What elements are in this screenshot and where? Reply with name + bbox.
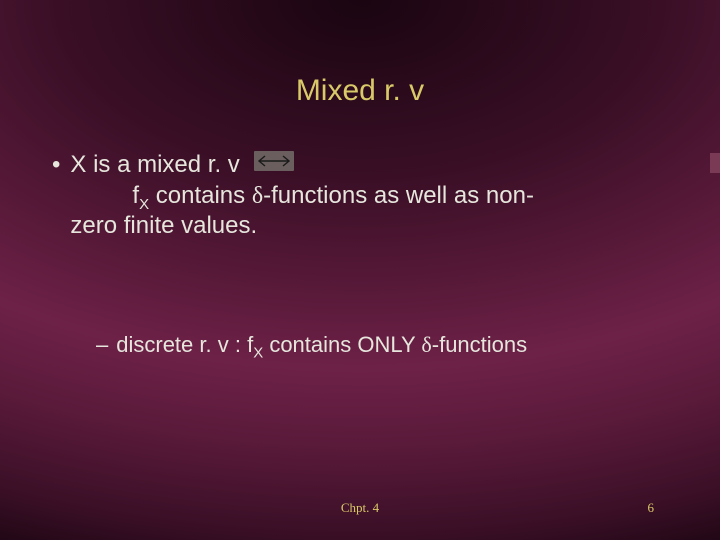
sub-seg2: contains ONLY	[263, 332, 421, 357]
bullet-dot: •	[52, 150, 60, 180]
body-content: • X is a mixed r. v fX contains δ-functi…	[52, 150, 678, 359]
sub-seg3: -functions	[432, 332, 527, 357]
fx-sub: X	[139, 195, 149, 212]
sub-bullet-text: discrete r. v : fX contains ONLY δ-funct…	[116, 331, 527, 360]
footer-chapter: Chpt. 4	[0, 500, 720, 516]
footer-page-number: 6	[648, 500, 655, 516]
delta-2: δ	[421, 332, 431, 357]
bullet1-line2: fX contains δ-functions as well as non-	[70, 182, 534, 209]
iff-arrow-icon	[254, 149, 294, 179]
accent-bar	[710, 153, 720, 173]
slide: Mixed r. v • X is a mixed r. v fX contai…	[0, 0, 720, 540]
bullet1-seg-a: X is a mixed r. v	[70, 151, 239, 178]
dash-marker: –	[96, 331, 108, 360]
sub-bullet-1: – discrete r. v : fX contains ONLY δ-fun…	[96, 331, 678, 360]
bullet1-mid: contains	[149, 182, 252, 209]
bullet-1: • X is a mixed r. v fX contains δ-functi…	[52, 150, 678, 241]
page-title: Mixed r. v	[0, 74, 720, 108]
bullet1-line3: zero finite values.	[70, 212, 257, 239]
sub-seg1: discrete r. v : f	[116, 332, 253, 357]
bullet1-afterdelta: -functions as well as non-	[263, 182, 534, 209]
delta-1: δ	[252, 183, 263, 209]
bullet-1-text: X is a mixed r. v fX contains δ-function…	[70, 150, 678, 241]
sub-fx-sub: X	[253, 344, 263, 361]
